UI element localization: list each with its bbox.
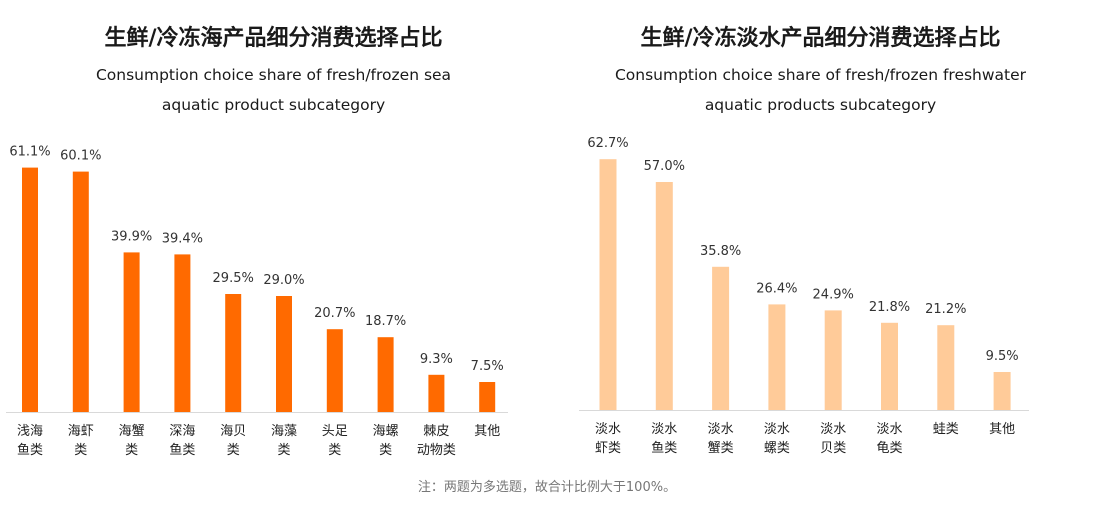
data-label: 24.9% bbox=[813, 287, 854, 302]
data-label: 57.0% bbox=[644, 159, 685, 174]
bar bbox=[824, 310, 842, 410]
category-label: 淡水 bbox=[820, 422, 846, 437]
data-label: 62.7% bbox=[587, 136, 628, 151]
data-label: 7.5% bbox=[471, 359, 504, 374]
bar bbox=[123, 252, 140, 412]
bar bbox=[993, 372, 1011, 410]
category-label: 其他 bbox=[474, 424, 500, 439]
data-label: 21.8% bbox=[869, 300, 910, 315]
chart-subtitle-line-1: Consumption choice share of fresh/frozen… bbox=[95, 66, 452, 84]
category-label: 螺类 bbox=[764, 441, 790, 456]
bar bbox=[225, 294, 242, 412]
category-label: 动物类 bbox=[417, 443, 456, 458]
data-label: 29.0% bbox=[263, 273, 304, 288]
data-label: 21.2% bbox=[925, 302, 966, 317]
category-label: 海蟹 bbox=[119, 424, 145, 439]
category-label: 棘皮 bbox=[423, 424, 449, 439]
footnote: 注：两题为多选题，故合计比例大于100%。 bbox=[417, 480, 677, 495]
bar bbox=[377, 337, 394, 412]
category-label: 鱼类 bbox=[17, 442, 43, 458]
data-label: 20.7% bbox=[314, 306, 355, 321]
category-label: 鱼类 bbox=[651, 440, 677, 456]
category-label: 蟹类 bbox=[708, 441, 734, 456]
data-label: 35.8% bbox=[700, 244, 741, 259]
chart-subtitle: Consumption choice share of fresh/frozen… bbox=[547, 60, 1094, 120]
category-label: 海贝 bbox=[220, 424, 246, 439]
bar bbox=[276, 296, 292, 412]
bar bbox=[326, 329, 343, 412]
category-label: 其他 bbox=[989, 422, 1015, 437]
data-label: 9.5% bbox=[986, 349, 1019, 364]
chart-subtitle-line-2: aquatic products subcategory bbox=[704, 96, 937, 114]
bar bbox=[712, 266, 730, 410]
bar bbox=[22, 167, 38, 412]
category-label: 类 bbox=[125, 443, 138, 458]
bar bbox=[599, 159, 617, 410]
chart-subtitle-line-2: aquatic product subcategory bbox=[161, 96, 386, 114]
chart-subtitle: Consumption choice share of fresh/frozen… bbox=[0, 60, 547, 120]
category-label: 淡水 bbox=[595, 422, 621, 437]
category-label: 淡水 bbox=[651, 422, 677, 437]
data-label: 60.1% bbox=[60, 149, 101, 164]
data-label: 18.7% bbox=[365, 314, 406, 329]
bar bbox=[655, 182, 673, 410]
category-label: 海虾 bbox=[68, 424, 94, 439]
category-label: 鱼类 bbox=[169, 442, 195, 458]
data-label: 39.4% bbox=[162, 231, 203, 246]
chart-title: 生鲜/冷冻淡水产品细分消费选择占比 bbox=[640, 26, 1001, 51]
bar bbox=[937, 325, 955, 410]
category-label: 淡水 bbox=[876, 422, 902, 437]
bar bbox=[174, 254, 191, 412]
category-label: 类 bbox=[74, 443, 87, 458]
category-label: 蛙类 bbox=[933, 422, 959, 437]
category-label: 类 bbox=[379, 443, 392, 458]
category-label: 类 bbox=[328, 443, 341, 458]
category-label: 海藻 bbox=[271, 424, 297, 439]
category-label: 贝类 bbox=[820, 441, 846, 456]
bar bbox=[881, 322, 898, 410]
category-label: 浅海 bbox=[17, 424, 43, 439]
data-label: 39.9% bbox=[111, 229, 152, 244]
category-label: 龟类 bbox=[876, 441, 902, 456]
category-label: 类 bbox=[277, 443, 290, 458]
chart-subtitle-line-1: Consumption choice share of fresh/frozen… bbox=[614, 66, 1027, 84]
data-label: 9.3% bbox=[420, 352, 453, 367]
category-label: 海螺 bbox=[373, 424, 399, 439]
category-label: 淡水 bbox=[764, 422, 790, 437]
data-label: 26.4% bbox=[756, 281, 797, 296]
data-label: 29.5% bbox=[213, 271, 254, 286]
category-label: 虾类 bbox=[595, 441, 621, 456]
chart-title: 生鲜/冷冻海产品细分消费选择占比 bbox=[104, 26, 443, 51]
data-label: 61.1% bbox=[9, 145, 50, 160]
category-label: 类 bbox=[227, 443, 240, 458]
category-label: 淡水 bbox=[708, 422, 734, 437]
category-label: 深海 bbox=[169, 424, 195, 439]
bar bbox=[428, 374, 445, 412]
bar bbox=[72, 171, 89, 412]
category-label: 头足 bbox=[322, 424, 348, 439]
bar bbox=[768, 304, 786, 410]
bar bbox=[479, 382, 496, 412]
